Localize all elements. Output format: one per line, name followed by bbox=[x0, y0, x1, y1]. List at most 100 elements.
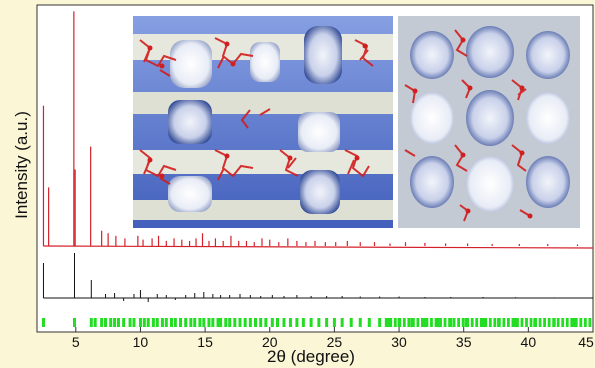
reference-peak-marker bbox=[583, 318, 587, 327]
reference-peak-marker bbox=[507, 318, 510, 327]
reference-peak-marker bbox=[207, 318, 211, 327]
reference-peak-marker bbox=[421, 318, 424, 327]
reference-peak-marker bbox=[224, 318, 228, 327]
reference-peak-marker bbox=[398, 318, 402, 327]
reference-peak-marker bbox=[520, 318, 524, 327]
reference-peak-marker bbox=[132, 318, 136, 327]
reference-peak-marker bbox=[216, 318, 220, 327]
x-tick-label: 40 bbox=[521, 334, 537, 350]
reference-peak-marker bbox=[184, 318, 188, 327]
reference-peak-marker bbox=[146, 318, 150, 327]
reference-peak-marker bbox=[488, 318, 492, 327]
reference-peak-marker bbox=[202, 318, 206, 327]
x-axis-tick-marks bbox=[75, 327, 594, 332]
reference-peak-marker bbox=[511, 318, 515, 327]
reference-peak-marker bbox=[113, 318, 117, 327]
reference-peak-marker bbox=[552, 318, 556, 327]
reference-peak-marker bbox=[466, 318, 470, 327]
reference-peak-marker bbox=[160, 318, 164, 327]
x-tick-label: 5 bbox=[72, 334, 80, 350]
reference-peak-marker bbox=[295, 318, 299, 327]
reference-peak-marker bbox=[574, 318, 578, 327]
reference-peak-marker bbox=[122, 318, 126, 327]
pore-structure-image-right bbox=[398, 16, 580, 228]
reference-peak-marker bbox=[301, 318, 305, 327]
reference-peak-marker bbox=[430, 318, 433, 327]
reference-peak-marker bbox=[393, 318, 397, 327]
reference-peak-marker bbox=[516, 318, 519, 327]
reference-peak-marker bbox=[179, 318, 183, 327]
reference-peak-marker bbox=[556, 318, 560, 327]
reference-peak-marker bbox=[475, 318, 479, 327]
reference-peak-marker bbox=[448, 318, 451, 327]
reference-peak-marker bbox=[100, 318, 104, 327]
reference-peak-marker bbox=[579, 318, 583, 327]
reference-peak-marker bbox=[254, 318, 258, 327]
reference-peak-marker bbox=[248, 318, 252, 327]
reference-peak-marker bbox=[325, 318, 329, 327]
reference-peak-marker bbox=[169, 318, 173, 327]
reference-peak-marker bbox=[116, 318, 120, 327]
reference-peak-marker bbox=[588, 318, 592, 327]
reference-peak-marker bbox=[340, 318, 344, 327]
reference-peak-marker bbox=[525, 318, 528, 327]
reference-peak-marker bbox=[151, 318, 155, 327]
reference-peak-marker bbox=[332, 318, 336, 327]
reference-peak-marker bbox=[288, 318, 292, 327]
reference-peak-marker bbox=[434, 318, 438, 327]
reference-peak-marker bbox=[407, 318, 411, 327]
reference-peak-marker bbox=[416, 318, 420, 327]
reference-peak-marker bbox=[529, 318, 533, 327]
reference-peak-marker bbox=[493, 318, 497, 327]
reference-peak-marker bbox=[547, 318, 551, 327]
reference-peak-marker bbox=[461, 318, 465, 327]
reference-peak-marker bbox=[259, 318, 263, 327]
reference-peak-marker bbox=[384, 318, 388, 327]
reference-peak-marker bbox=[457, 318, 461, 327]
reference-peak-marker bbox=[436, 318, 440, 327]
x-tick-label: 30 bbox=[391, 334, 407, 350]
reference-peak-marker bbox=[198, 318, 202, 327]
x-axis-title: 2θ (degree) bbox=[267, 347, 355, 366]
y-axis-title: Intensity (a.u.) bbox=[12, 111, 31, 219]
reference-peak-marker bbox=[570, 318, 574, 327]
reference-peak-marker bbox=[104, 318, 108, 327]
series-layer bbox=[42, 11, 594, 302]
x-tick-label: 35 bbox=[456, 334, 472, 350]
reference-peak-marker bbox=[565, 318, 569, 327]
reference-peak-marker bbox=[358, 318, 362, 327]
reference-peak-marker bbox=[173, 318, 177, 327]
reference-peak-marker bbox=[367, 318, 371, 327]
reference-peak-marker bbox=[164, 318, 168, 327]
reference-peak-marker bbox=[389, 318, 393, 327]
x-tick-label: 10 bbox=[133, 334, 149, 350]
reference-peak-marker bbox=[497, 318, 501, 327]
reference-peak-marker bbox=[193, 318, 197, 327]
x-tick-label: 20 bbox=[262, 334, 278, 350]
reference-peak-marker bbox=[543, 318, 547, 327]
reference-peak-marker bbox=[72, 318, 76, 327]
x-axis-tick-labels: 5 10 15 20 25 30 35 40 45 bbox=[72, 334, 594, 350]
reference-peak-marker bbox=[189, 318, 193, 327]
reference-peak-marker bbox=[89, 318, 93, 327]
reference-peak-marker bbox=[228, 318, 232, 327]
reference-peak-marker bbox=[423, 318, 427, 327]
reference-peak-marker bbox=[264, 318, 268, 327]
reference-peak-marker bbox=[270, 318, 274, 327]
reference-peak-marker bbox=[142, 318, 146, 327]
reference-peak-marker bbox=[534, 318, 537, 327]
reference-peak-marker bbox=[309, 318, 313, 327]
x-tick-label: 15 bbox=[197, 334, 213, 350]
reference-peak-marker bbox=[538, 318, 542, 327]
reference-peak-marker bbox=[484, 318, 488, 327]
reference-peak-marker bbox=[155, 318, 159, 327]
reference-peak-marker bbox=[572, 318, 576, 327]
reference-peak-marker bbox=[41, 318, 45, 327]
series-1-baseline bbox=[43, 245, 594, 249]
reference-peak-marker bbox=[219, 318, 223, 327]
reference-peak-marker bbox=[282, 318, 286, 327]
x-tick-label: 25 bbox=[327, 334, 343, 350]
pore-structure-image-left bbox=[133, 16, 393, 228]
reference-peak-marker bbox=[402, 318, 406, 327]
